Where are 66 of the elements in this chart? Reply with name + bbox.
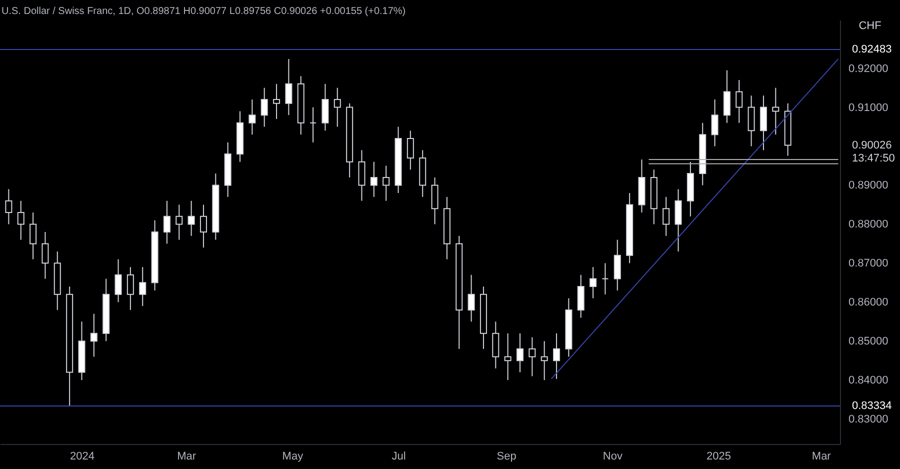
candlestick [540,340,548,381]
x-tick-label: Nov [602,450,623,462]
x-tick-label: 2024 [70,450,94,462]
candlestick [468,274,475,322]
candlestick [90,313,98,358]
candlestick [504,332,512,381]
candlestick [760,95,767,151]
y-tick-label: 0.91000 [848,102,888,114]
candlestick [188,200,195,236]
y-tick-label: 0.85000 [848,336,888,348]
ref-line-label: 0.92483 [852,44,892,56]
candlestick [42,232,49,280]
candlestick [260,87,268,128]
x-tick-label: May [282,450,304,462]
candlestick [358,150,366,202]
candlestick [492,321,500,369]
candlestick [273,83,280,120]
y-tick-label: 0.88000 [848,218,888,231]
y-tick-label: 0.89000 [848,180,888,192]
candlestick [310,106,317,143]
y-tick-label: 0.86000 [848,296,888,309]
candlestick [322,83,329,132]
y-tick-label: 0.83000 [848,414,888,426]
chart-title: U.S. Dollar / Swiss Franc, 1D, O0.89871 H0.90077 L0.89756 C0.90026 +0.00155 (+0.17%) [2,6,406,17]
candlestick [736,80,743,124]
candlestick [139,266,146,307]
candlestick [772,87,780,136]
y-tick-label: 0.87000 [848,258,888,270]
candlestick [528,336,536,377]
x-tick-label: 2025 [706,450,732,462]
ref-line-label: 0.83334 [852,400,892,412]
y-tick-label: 0.84000 [848,374,888,387]
candlestick [602,262,609,295]
x-tick-label: Mar [177,450,196,462]
candlestick [748,95,755,147]
candlestick [114,258,122,303]
candlestick [553,332,560,380]
x-tick-label: Mar [812,450,832,462]
candlestick [17,200,24,240]
candlestick [248,99,256,136]
candlestick [126,266,134,310]
candlestick [30,212,37,260]
candlestick [577,274,584,318]
x-tick-label: Jul [392,450,406,462]
candlestick [5,188,12,225]
x-tick-label: Sep [496,450,516,462]
candlestick [370,161,378,198]
text: 0.90026 [852,139,892,152]
candlestick [163,200,170,244]
candlestick [334,87,341,128]
candlestick [516,332,524,373]
candlestick [614,239,621,291]
candlestick [723,70,730,124]
text: 13:47:50 [852,152,895,164]
candlestick [590,266,597,299]
text: CHF [858,20,882,32]
candlestick [662,196,670,236]
candlestick [285,58,292,116]
y-tick-label: 0.92000 [848,62,888,75]
candlestick [200,204,207,248]
candlestick [406,130,414,170]
candlestick [382,165,390,202]
candlestick [674,188,682,252]
candlestick [431,176,438,225]
candlestick [711,99,718,147]
candlestick [176,204,183,240]
